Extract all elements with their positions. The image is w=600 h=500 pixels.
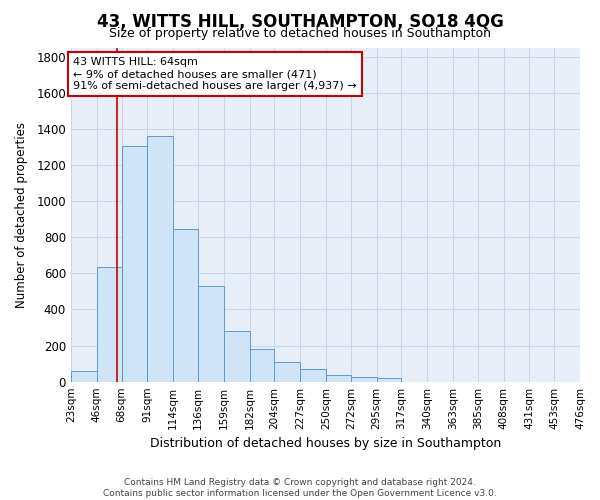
X-axis label: Distribution of detached houses by size in Southampton: Distribution of detached houses by size … bbox=[150, 437, 501, 450]
Bar bbox=[198, 286, 224, 382]
Bar bbox=[97, 267, 122, 382]
Bar bbox=[250, 349, 274, 382]
Text: Size of property relative to detached houses in Southampton: Size of property relative to detached ho… bbox=[109, 28, 491, 40]
Bar bbox=[122, 146, 148, 382]
Y-axis label: Number of detached properties: Number of detached properties bbox=[15, 122, 28, 308]
Bar bbox=[71, 371, 97, 382]
Bar bbox=[274, 362, 300, 382]
Bar bbox=[326, 376, 351, 382]
Bar bbox=[377, 378, 401, 382]
Bar bbox=[300, 369, 326, 382]
Text: 43 WITTS HILL: 64sqm
← 9% of detached houses are smaller (471)
91% of semi-detac: 43 WITTS HILL: 64sqm ← 9% of detached ho… bbox=[73, 58, 357, 90]
Bar bbox=[148, 136, 173, 382]
Bar bbox=[224, 331, 250, 382]
Text: Contains HM Land Registry data © Crown copyright and database right 2024.
Contai: Contains HM Land Registry data © Crown c… bbox=[103, 478, 497, 498]
Text: 43, WITTS HILL, SOUTHAMPTON, SO18 4QG: 43, WITTS HILL, SOUTHAMPTON, SO18 4QG bbox=[97, 12, 503, 30]
Bar bbox=[351, 376, 377, 382]
Bar bbox=[173, 229, 198, 382]
